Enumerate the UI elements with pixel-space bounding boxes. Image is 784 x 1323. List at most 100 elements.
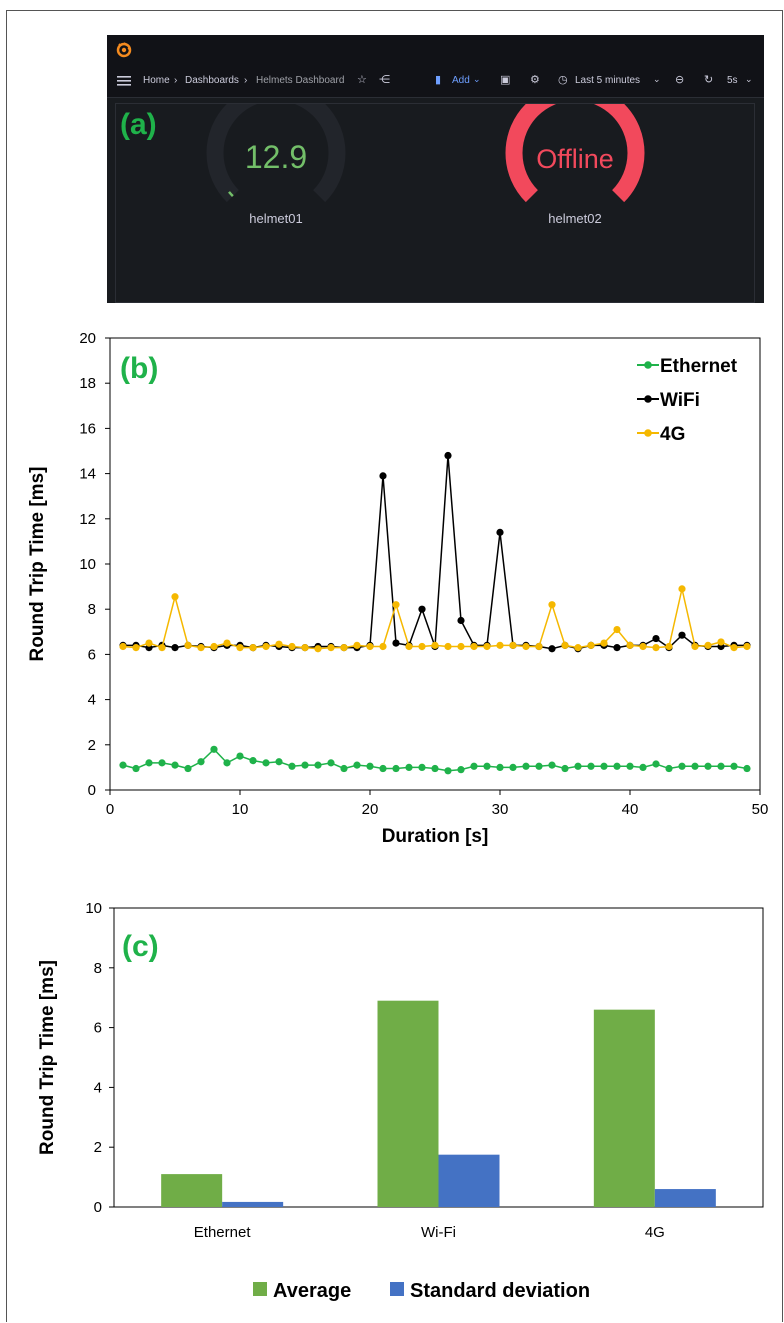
data-point-4g xyxy=(665,642,673,651)
data-point-ethernet xyxy=(574,762,582,770)
y-tick-label: 6 xyxy=(94,1020,102,1037)
data-point-ethernet xyxy=(184,764,192,773)
grafana-logo-icon[interactable] xyxy=(116,42,132,58)
data-point-wifi xyxy=(496,528,504,536)
data-point-4g xyxy=(262,642,270,651)
data-point-ethernet xyxy=(353,761,361,769)
data-point-ethernet xyxy=(470,762,478,770)
panel-tag-b: (b) xyxy=(120,352,158,385)
settings-icon[interactable]: ⚙ xyxy=(530,74,540,86)
data-point-4g xyxy=(392,601,400,609)
data-point-4g xyxy=(483,642,491,651)
data-point-wifi xyxy=(678,631,686,639)
gauge-label: helmet01 xyxy=(249,211,302,226)
data-point-ethernet xyxy=(613,762,621,770)
data-point-4g xyxy=(418,642,426,651)
data-point-4g xyxy=(288,642,296,651)
bar-standard-deviation xyxy=(222,1201,284,1207)
refresh-icon[interactable]: ↻ xyxy=(704,74,714,86)
data-point-ethernet xyxy=(379,764,387,773)
data-point-4g xyxy=(366,642,374,651)
data-point-ethernet xyxy=(223,759,231,767)
menu-icon[interactable] xyxy=(117,75,131,87)
x-tick-label: 20 xyxy=(362,801,379,818)
data-point-ethernet xyxy=(327,759,335,767)
data-point-ethernet xyxy=(535,762,543,770)
data-point-4g xyxy=(301,644,309,652)
chevron-down-icon[interactable]: ⌄ xyxy=(653,74,661,84)
zoom-out-icon[interactable]: ⊖ xyxy=(675,74,685,86)
save-icon[interactable]: ▣ xyxy=(500,74,511,86)
data-point-ethernet xyxy=(587,762,595,770)
data-point-ethernet xyxy=(548,761,556,769)
y-tick-label: 2 xyxy=(88,737,96,754)
data-point-ethernet xyxy=(483,762,491,770)
x-tick-label: 50 xyxy=(752,801,769,818)
data-point-4g xyxy=(132,644,140,652)
bar-standard-deviation xyxy=(438,1154,500,1207)
data-point-4g xyxy=(652,644,660,652)
data-point-4g xyxy=(522,642,530,651)
gauges: 12.9 helmet01 Offline helmet02 xyxy=(206,104,645,226)
data-point-ethernet xyxy=(132,764,140,773)
data-point-wifi xyxy=(379,472,387,480)
legend-label: Standard deviation xyxy=(410,1280,590,1302)
data-point-wifi xyxy=(392,639,400,647)
gauge-value: 12.9 xyxy=(245,139,307,175)
data-point-4g xyxy=(158,644,166,652)
chevron-down-icon[interactable]: ⌄ xyxy=(473,74,481,84)
y-tick-label: 8 xyxy=(94,960,102,977)
data-point-4g xyxy=(379,642,387,651)
bar-average xyxy=(593,1009,655,1207)
data-point-4g xyxy=(743,642,751,651)
data-point-4g xyxy=(600,639,608,647)
breadcrumb-dashboards[interactable]: Dashboards xyxy=(185,75,239,86)
y-tick-label: 20 xyxy=(79,330,96,347)
chevron-down-icon[interactable]: ⌄ xyxy=(745,74,753,84)
breadcrumb-separator: › xyxy=(244,75,248,86)
data-point-4g xyxy=(509,641,517,649)
bar-average xyxy=(161,1174,223,1207)
category-label: Ethernet xyxy=(194,1224,252,1241)
y-tick-label: 14 xyxy=(79,466,96,483)
series-line-wifi xyxy=(123,455,747,650)
data-point-4g xyxy=(548,601,556,609)
add-button[interactable]: Add xyxy=(452,75,470,86)
data-point-ethernet xyxy=(522,762,530,770)
star-icon[interactable]: ☆ xyxy=(357,74,367,86)
add-panel-icon[interactable]: ▮ xyxy=(435,74,442,86)
rtt-line-chart: 0 2 4 6 8 10 12 14 16 18 20 0 10 20 30 40 50 Duration [s]… xyxy=(27,330,769,847)
data-point-ethernet xyxy=(600,762,608,770)
y-tick-label: 0 xyxy=(88,782,96,799)
clock-icon[interactable]: ◷ xyxy=(558,74,568,86)
share-icon[interactable]: ⋲ xyxy=(379,74,390,86)
legend-label: WiFi xyxy=(660,390,700,411)
refresh-interval[interactable]: 5s xyxy=(727,75,738,86)
y-tick-label: 2 xyxy=(94,1139,102,1156)
data-point-ethernet xyxy=(197,758,205,766)
panel-tag-a: (a) xyxy=(120,108,157,141)
legend-label: 4G xyxy=(660,424,685,445)
breadcrumb-separator: › xyxy=(174,75,178,86)
data-point-ethernet xyxy=(275,758,283,766)
data-point-4g xyxy=(171,593,179,601)
data-point-4g xyxy=(678,585,686,593)
data-point-ethernet xyxy=(145,759,153,767)
data-point-4g xyxy=(457,642,465,651)
data-point-ethernet xyxy=(314,761,322,769)
x-tick-label: 30 xyxy=(492,801,509,818)
time-range-picker[interactable]: Last 5 minutes xyxy=(575,75,641,86)
data-point-4g xyxy=(717,638,725,646)
panel-tag-c: (c) xyxy=(122,930,159,963)
breadcrumb-home[interactable]: Home xyxy=(143,75,170,86)
y-axis-title: Round Trip Time [ms] xyxy=(37,960,58,1155)
data-point-ethernet xyxy=(405,763,413,771)
data-point-ethernet xyxy=(691,762,699,770)
y-axis-title: Round Trip Time [ms] xyxy=(27,467,48,662)
data-point-wifi xyxy=(444,451,452,460)
grafana-nav-bar: Home › Dashboards › Helmets Dashboard ☆ … xyxy=(107,65,764,98)
grafana-top-bar xyxy=(107,35,764,65)
data-point-ethernet xyxy=(730,762,738,770)
data-point-ethernet xyxy=(717,762,725,770)
data-point-4g xyxy=(470,642,478,651)
